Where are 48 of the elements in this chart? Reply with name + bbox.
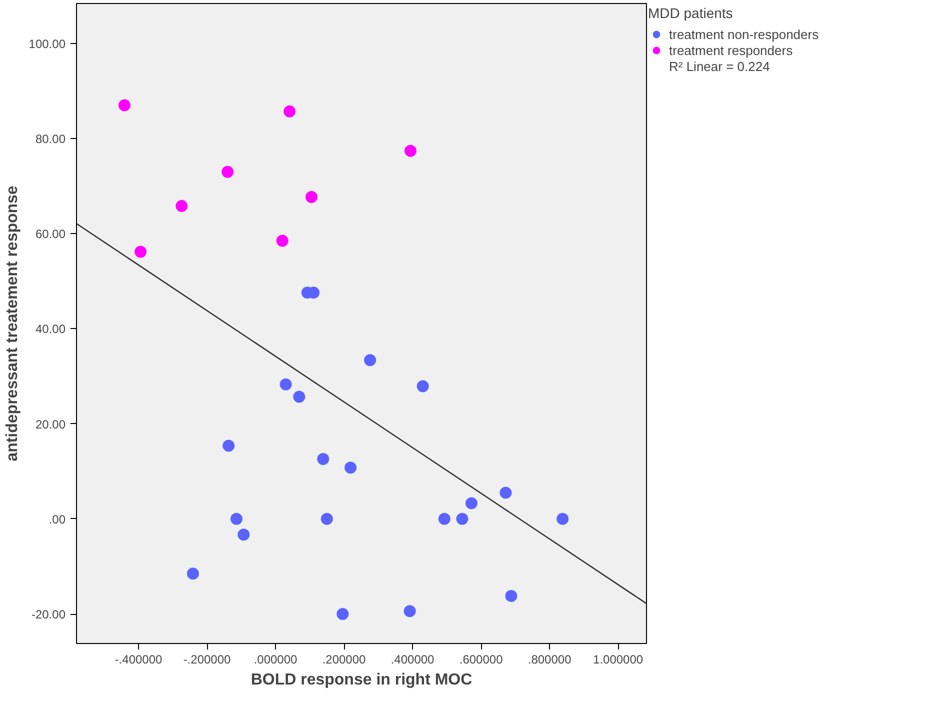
- x-tick-label: .400000: [390, 652, 435, 666]
- point: [364, 354, 376, 366]
- x-tick-label: 1.000000: [593, 652, 644, 666]
- point: [276, 234, 288, 247]
- point: [284, 105, 296, 118]
- point: [176, 200, 188, 212]
- y-tick-label: 20.00: [35, 417, 66, 432]
- point: [280, 378, 292, 390]
- point: [320, 512, 333, 525]
- point: [134, 246, 147, 258]
- point: [118, 99, 130, 112]
- legend-label: treatment responders: [669, 42, 794, 58]
- x-axis-title: BOLD response in right MOC: [250, 672, 473, 688]
- point: [238, 528, 250, 541]
- y-tick-label: 80.00: [35, 132, 66, 146]
- legend-label: treatment non-responders: [669, 26, 819, 42]
- x-tick-label: .600000: [459, 652, 504, 666]
- x-tick-label: -.200000: [183, 652, 232, 666]
- y-tick-label: 100.00: [28, 36, 66, 51]
- point: [230, 512, 242, 525]
- y-tick-label: -20.00: [31, 608, 66, 622]
- legend-title: MDD patients: [648, 5, 734, 21]
- x-tick-label: .200000: [322, 652, 366, 666]
- y-tick-label: 40.00: [35, 322, 66, 336]
- x-tick-label: .800000: [528, 652, 572, 666]
- point: [344, 462, 357, 474]
- point: [222, 440, 235, 452]
- point: [404, 605, 416, 618]
- y-tick-label: .00: [48, 512, 66, 526]
- point: [293, 390, 306, 403]
- text: R² Linear = 0.224: [669, 58, 771, 74]
- point: [556, 512, 569, 525]
- point: [186, 568, 199, 580]
- point: [305, 191, 318, 204]
- point: [336, 608, 349, 620]
- point: [465, 497, 478, 510]
- y-axis-title: antidepressant treatement response: [4, 186, 21, 462]
- y-tick-label: 60.00: [35, 227, 66, 242]
- x-tick-label: -.400000: [114, 652, 163, 666]
- point: [456, 512, 468, 525]
- point: [416, 380, 429, 392]
- point: [438, 512, 450, 525]
- point: [222, 166, 234, 178]
- point: [317, 453, 330, 465]
- point: [500, 486, 512, 499]
- x-tick-label: .000000: [254, 652, 298, 666]
- point: [505, 590, 518, 602]
- point: [404, 144, 416, 157]
